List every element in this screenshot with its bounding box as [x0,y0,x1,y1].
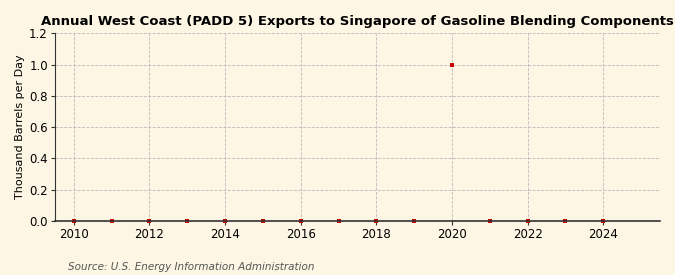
Title: Annual West Coast (PADD 5) Exports to Singapore of Gasoline Blending Components: Annual West Coast (PADD 5) Exports to Si… [41,15,674,28]
Text: Source: U.S. Energy Information Administration: Source: U.S. Energy Information Administ… [68,262,314,272]
Y-axis label: Thousand Barrels per Day: Thousand Barrels per Day [15,55,25,199]
